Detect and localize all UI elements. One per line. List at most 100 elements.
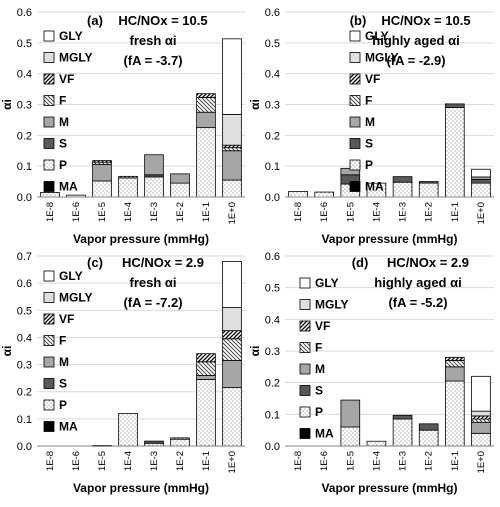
x-tick-label: 1E-3 [398,451,409,471]
y-tick-label: 0.3 [265,100,280,112]
x-axis-title: Vapor pressure (mmHg) [321,232,457,246]
x-tick-label: 1E+0 [227,451,238,473]
bar-segment-s [392,414,413,420]
x-tick-label: 1E-8 [293,202,304,222]
annotation-line: fresh αi [129,275,176,290]
legend-swatch-f [43,95,55,106]
x-tick-label: 1E-6 [319,451,330,471]
legend-swatch-vf [43,313,55,325]
x-tick-label: 1E-2 [175,451,186,471]
bar-segment-mgly [471,410,491,417]
legend-label-p: P [365,158,373,172]
legend-label-s: S [59,137,67,151]
bar-segment-p [392,418,413,447]
x-tick-label: 1E-1 [450,202,461,222]
bar-segment-m [196,111,216,129]
legend-label-s: S [315,384,323,398]
legend-swatch-mgly [349,52,361,63]
annotation-line: (fA = -3.7) [123,53,182,68]
legend-label-f: F [365,94,372,108]
y-tick-label: 0.5 [17,305,32,317]
legend-label-gly: GLY [59,269,83,283]
bar-segment-p [418,429,439,447]
bar-segment-vf [471,415,491,420]
bar-segment-s [418,423,439,431]
annotation-line: fresh αi [129,33,176,48]
legend-swatch-vf [299,320,311,332]
legend-swatch-gly [43,30,55,42]
y-axis-title: αi [248,99,262,110]
bar-segment-f [118,175,138,179]
x-axis-title: Vapor pressure (mmHg) [73,232,209,246]
y-tick-label: 0.2 [17,130,32,142]
legend-swatch-m [299,363,311,375]
chart-panel-1: 0.0 0.1 0.2 0.3 0.4 0.5 0.6 1E-8 1E-6 1E-5 1E-4 1E-… [0,7,245,246]
bar-segment-s [144,440,164,444]
legend-swatch-gly [299,277,311,289]
y-tick-label: 0.0 [265,192,280,204]
y-tick-label: 0.3 [265,346,280,358]
annotation-line: HC/NOx = 10.5 [381,13,470,28]
legend-swatch-m [43,116,55,128]
bar-segment-p [340,426,361,447]
bar-segment-gly [222,261,242,308]
bar-segment-f [170,437,190,440]
legend-label-gly: GLY [315,276,339,290]
bar-segment-p [445,380,465,447]
bar-segment-p [118,177,138,198]
x-tick-label: 1E-6 [71,451,82,471]
bar-segment-m [222,150,242,181]
legend-swatch-ma [43,181,55,192]
x-tick-label: 1E-5 [345,202,356,222]
y-tick-label: 0.3 [17,100,32,112]
legend-swatch-m [43,356,55,368]
bar-segment-vf [196,93,216,98]
bar-segment-p [392,181,413,198]
legend-label-vf: VF [59,72,74,86]
bar-segment-mgly [222,113,242,146]
bar-segment-m [144,154,164,176]
bar-segment-m [92,163,112,182]
legend-label-ma: MA [59,420,78,434]
chart-panel-2: 0.0 0.1 0.2 0.3 0.4 0.5 0.6 1E-8 1E-6 1E-5 1E-4 1E-… [248,7,494,246]
bar-segment-p [366,440,387,447]
y-tick-label: 0.1 [17,414,32,426]
bar-segment-p [170,182,190,198]
y-tick-label: 0.6 [265,251,280,263]
y-tick-label: 0.1 [17,161,32,173]
panel-label: (a) [87,13,103,28]
annotation-line: highly aged αi [372,33,459,48]
bar-segment-m [222,360,242,389]
y-tick-label: 0.6 [17,7,32,19]
legend-label-ma: MA [59,180,78,194]
x-tick-label: 1E-8 [45,202,56,222]
legend-label-m: M [59,355,69,369]
legend-swatch-s [349,138,361,149]
bar-segment-p [222,387,242,447]
legend-swatch-f [43,335,55,346]
legend-swatch-s [299,385,311,396]
x-tick-label: 1E-5 [97,202,108,222]
bar-segment-p [196,127,216,198]
bar-segment-gly [471,168,491,178]
legend-label-m: M [59,115,69,129]
x-tick-label: 1E-8 [293,451,304,471]
y-tick-label: 0.0 [17,192,32,204]
bar-segment-mgly [222,307,242,332]
legend-label-gly: GLY [59,29,83,43]
annotation-line: HC/NOx = 10.5 [118,13,207,28]
bar-segment-p [144,176,164,198]
legend-label-s: S [59,377,67,391]
legend-label-f: F [59,334,66,348]
bar-segment-p [118,413,138,447]
x-tick-label: 1E-3 [398,202,409,222]
legend-swatch-mgly [299,299,311,310]
y-tick-label: 0.4 [17,332,32,344]
y-tick-label: 0.4 [265,314,280,326]
legend-swatch-p [43,159,55,171]
legend-swatch-p [299,406,311,418]
bar-segment-p [288,191,308,198]
panel-label: (b) [350,13,367,28]
legend-label-m: M [315,362,325,376]
